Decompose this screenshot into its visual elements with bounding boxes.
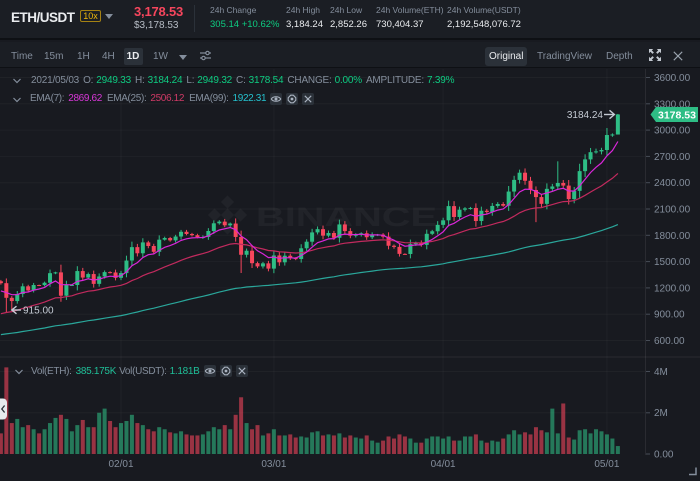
svg-text:1800.00: 1800.00 bbox=[654, 231, 691, 242]
svg-text:04/01: 04/01 bbox=[431, 459, 456, 470]
svg-text:915.00: 915.00 bbox=[23, 306, 54, 317]
svg-text:4M: 4M bbox=[654, 367, 668, 378]
svg-text:0.00: 0.00 bbox=[654, 450, 674, 461]
svg-text:2100.00: 2100.00 bbox=[654, 205, 691, 216]
svg-text:1200.00: 1200.00 bbox=[654, 283, 691, 294]
svg-text:03/01: 03/01 bbox=[261, 459, 286, 470]
svg-text:2M: 2M bbox=[654, 408, 668, 419]
svg-text:3300.00: 3300.00 bbox=[654, 99, 691, 110]
svg-text:02/01: 02/01 bbox=[108, 459, 133, 470]
svg-text:3184.24: 3184.24 bbox=[567, 110, 604, 121]
svg-text:2400.00: 2400.00 bbox=[654, 178, 691, 189]
svg-text:2700.00: 2700.00 bbox=[654, 152, 691, 163]
svg-text:3178.53: 3178.53 bbox=[658, 109, 696, 121]
svg-text:900.00: 900.00 bbox=[654, 310, 685, 321]
svg-text:1500.00: 1500.00 bbox=[654, 257, 691, 268]
svg-text:3000.00: 3000.00 bbox=[654, 126, 691, 137]
svg-text:600.00: 600.00 bbox=[654, 336, 685, 347]
svg-text:3600.00: 3600.00 bbox=[654, 73, 691, 84]
svg-text:05/01: 05/01 bbox=[594, 459, 619, 470]
